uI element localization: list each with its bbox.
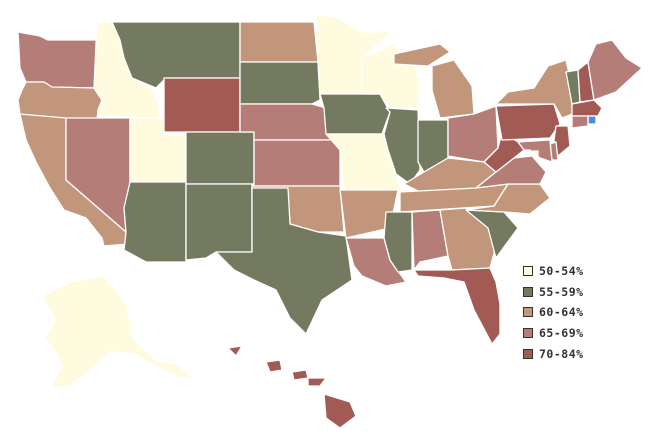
state-FL[interactable] bbox=[413, 267, 501, 345]
legend-item: 60-64% bbox=[523, 302, 584, 323]
state-PA[interactable] bbox=[495, 103, 561, 141]
state-AK[interactable] bbox=[41, 275, 195, 389]
legend-item: 50-54% bbox=[523, 261, 584, 282]
state-CT[interactable] bbox=[571, 115, 589, 129]
legend-swatch bbox=[523, 307, 533, 318]
legend-label: 70-84% bbox=[539, 346, 584, 361]
state-DC[interactable] bbox=[532, 150, 539, 157]
state-KS[interactable] bbox=[253, 139, 341, 187]
state-RI[interactable] bbox=[587, 115, 597, 125]
state-AZ[interactable] bbox=[123, 181, 187, 263]
legend-label: 55-59% bbox=[539, 284, 584, 299]
state-ND[interactable] bbox=[239, 21, 319, 63]
legend-swatch bbox=[523, 286, 533, 297]
legend-swatch bbox=[523, 266, 533, 277]
legend-swatch bbox=[523, 348, 533, 359]
legend: 50-54% 55-59% 60-64% 65-69% 70-84% bbox=[523, 261, 584, 364]
legend-item: 55-59% bbox=[523, 282, 584, 303]
legend-swatch bbox=[523, 328, 533, 339]
state-ME[interactable] bbox=[587, 39, 643, 101]
state-HI[interactable] bbox=[227, 345, 357, 429]
legend-label: 50-54% bbox=[539, 264, 584, 279]
legend-label: 65-69% bbox=[539, 326, 584, 341]
state-WY[interactable] bbox=[163, 77, 241, 133]
state-WA[interactable] bbox=[17, 31, 98, 89]
state-SD[interactable] bbox=[239, 61, 321, 105]
legend-item: 65-69% bbox=[523, 323, 584, 344]
state-MA[interactable] bbox=[571, 99, 603, 117]
state-NM[interactable] bbox=[185, 183, 253, 261]
state-NJ[interactable] bbox=[553, 125, 571, 157]
state-TX[interactable] bbox=[215, 187, 353, 335]
state-IA[interactable] bbox=[319, 93, 391, 135]
legend-label: 60-64% bbox=[539, 305, 584, 320]
state-NE[interactable] bbox=[239, 103, 333, 141]
state-CO[interactable] bbox=[185, 131, 255, 185]
state-AL[interactable] bbox=[411, 209, 449, 271]
legend-item: 70-84% bbox=[523, 343, 584, 364]
